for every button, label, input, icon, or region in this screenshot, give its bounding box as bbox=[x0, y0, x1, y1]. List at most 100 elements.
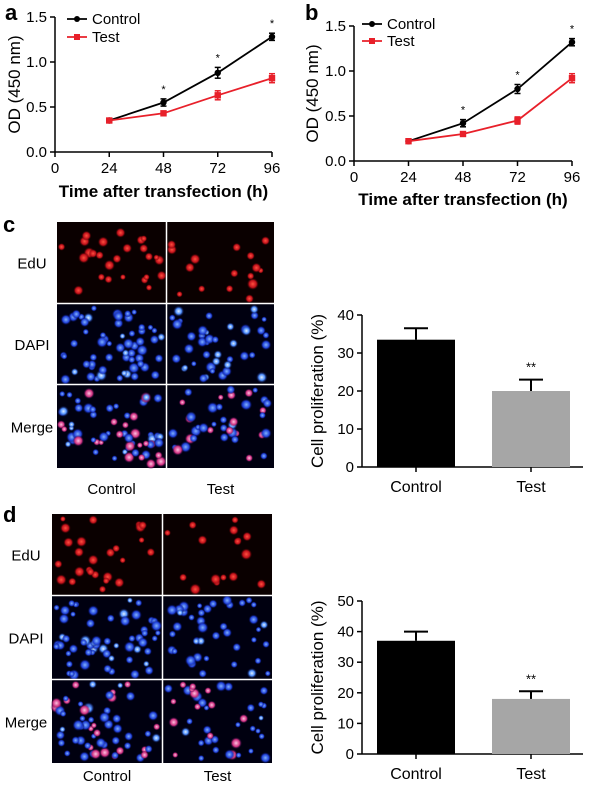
cell-nucleus bbox=[103, 637, 112, 646]
cell-nucleus bbox=[166, 604, 178, 616]
cell-nucleus bbox=[245, 454, 254, 463]
x-tick-label: 72 bbox=[209, 160, 226, 177]
cell-nucleus bbox=[193, 703, 202, 711]
cell-nucleus bbox=[90, 722, 98, 729]
x-axis-label: Time after transfection (h) bbox=[358, 190, 567, 209]
y-tick-label: 1.0 bbox=[325, 63, 346, 80]
cell-nucleus bbox=[59, 605, 71, 616]
cell-nucleus bbox=[116, 682, 124, 689]
bar-control bbox=[377, 640, 455, 754]
cell-nucleus bbox=[206, 401, 219, 414]
y-tick-label: 1.5 bbox=[26, 9, 47, 26]
data-point bbox=[160, 99, 167, 106]
y-tick-label: 0.5 bbox=[325, 108, 346, 125]
cell-nucleus bbox=[240, 548, 253, 561]
cell-nucleus bbox=[226, 322, 235, 332]
cell-nucleus bbox=[123, 309, 132, 318]
cell-nucleus bbox=[73, 285, 84, 296]
cell-nucleus bbox=[114, 577, 125, 588]
cell-nucleus bbox=[119, 615, 131, 627]
cell-nucleus bbox=[71, 309, 82, 319]
cell-nucleus bbox=[63, 749, 71, 757]
cell-nucleus bbox=[79, 638, 88, 647]
chart-panel-c: 0 10 20 30 40 Cell proliferation (%) Control Te… bbox=[308, 307, 583, 496]
legend-label: Test bbox=[387, 33, 415, 50]
cell-nucleus bbox=[109, 417, 119, 426]
cell-nucleus bbox=[127, 355, 136, 364]
cell-nucleus bbox=[64, 440, 72, 448]
series-line-control bbox=[108, 36, 273, 122]
y-tick-label: 0.0 bbox=[26, 144, 47, 161]
data-point bbox=[160, 110, 167, 117]
cell-nucleus bbox=[208, 599, 218, 609]
data-point bbox=[459, 130, 467, 138]
cell-nucleus bbox=[246, 277, 259, 290]
cell-nucleus bbox=[247, 747, 255, 755]
cell-nucleus bbox=[99, 746, 111, 759]
cell-nucleus bbox=[111, 713, 122, 724]
cell-nucleus bbox=[164, 529, 171, 537]
y-tick-label: 0.0 bbox=[325, 153, 346, 170]
significance-mark: * bbox=[161, 84, 166, 96]
cell-nucleus bbox=[92, 448, 100, 456]
cell-nucleus bbox=[115, 746, 125, 756]
cell-nucleus bbox=[140, 235, 148, 243]
significance-mark: * bbox=[570, 24, 575, 36]
cell-nucleus bbox=[178, 398, 186, 406]
data-point bbox=[459, 120, 467, 127]
x-tick-label: Test bbox=[516, 766, 546, 783]
cell-nucleus bbox=[59, 515, 66, 522]
cell-nucleus bbox=[87, 605, 99, 617]
cell-nucleus bbox=[223, 360, 233, 370]
cell-nucleus bbox=[103, 259, 115, 271]
cell-nucleus bbox=[87, 716, 95, 724]
cell-nucleus bbox=[112, 544, 121, 553]
cell-nucleus bbox=[119, 273, 127, 281]
cell-nucleus bbox=[79, 317, 90, 328]
cell-nucleus bbox=[143, 273, 150, 281]
cell-nucleus bbox=[232, 242, 242, 252]
cell-nucleus bbox=[172, 305, 185, 317]
cell-nucleus bbox=[171, 353, 182, 364]
cell-nucleus bbox=[211, 746, 220, 754]
cell-nucleus bbox=[176, 290, 183, 298]
cell-nucleus bbox=[55, 574, 67, 586]
cell-nucleus bbox=[168, 630, 177, 638]
cell-nucleus bbox=[104, 275, 113, 284]
cell-nucleus bbox=[136, 441, 144, 449]
y-tick-label: 1.5 bbox=[325, 18, 346, 35]
cell-nucleus bbox=[179, 681, 187, 689]
cell-nucleus bbox=[129, 669, 140, 680]
micrograph-merge-test bbox=[163, 680, 272, 764]
cell-nucleus bbox=[122, 337, 135, 350]
cell-nucleus bbox=[115, 430, 124, 439]
cell-nucleus bbox=[147, 710, 159, 721]
cell-nucleus bbox=[179, 573, 188, 582]
cell-nucleus bbox=[95, 250, 104, 260]
y-tick-label: 40 bbox=[337, 307, 354, 324]
cell-nucleus bbox=[228, 338, 239, 349]
cell-nucleus bbox=[231, 516, 239, 524]
cell-nucleus bbox=[211, 631, 221, 641]
cell-nucleus bbox=[53, 604, 60, 611]
cell-nucleus bbox=[104, 690, 115, 701]
cell-nucleus bbox=[61, 634, 71, 644]
cell-nucleus bbox=[125, 691, 136, 702]
cell-nucleus bbox=[134, 599, 143, 607]
cell-nucleus bbox=[58, 613, 70, 625]
cell-nucleus bbox=[150, 619, 163, 632]
cell-nucleus bbox=[86, 567, 95, 577]
y-axis-label: OD (450 nm) bbox=[5, 35, 24, 133]
cell-nucleus bbox=[219, 415, 228, 424]
cell-nucleus bbox=[128, 329, 136, 338]
micrograph-row-label: DAPI bbox=[8, 631, 43, 648]
cell-nucleus bbox=[189, 433, 198, 443]
cell-nucleus bbox=[141, 392, 151, 402]
cell-nucleus bbox=[126, 597, 134, 604]
micrograph-row-label: EdU bbox=[17, 256, 46, 273]
cell-nucleus bbox=[123, 432, 135, 444]
cell-nucleus bbox=[189, 253, 201, 265]
cell-nucleus bbox=[52, 642, 60, 651]
cell-nucleus bbox=[171, 318, 183, 331]
cell-nucleus bbox=[190, 360, 197, 367]
